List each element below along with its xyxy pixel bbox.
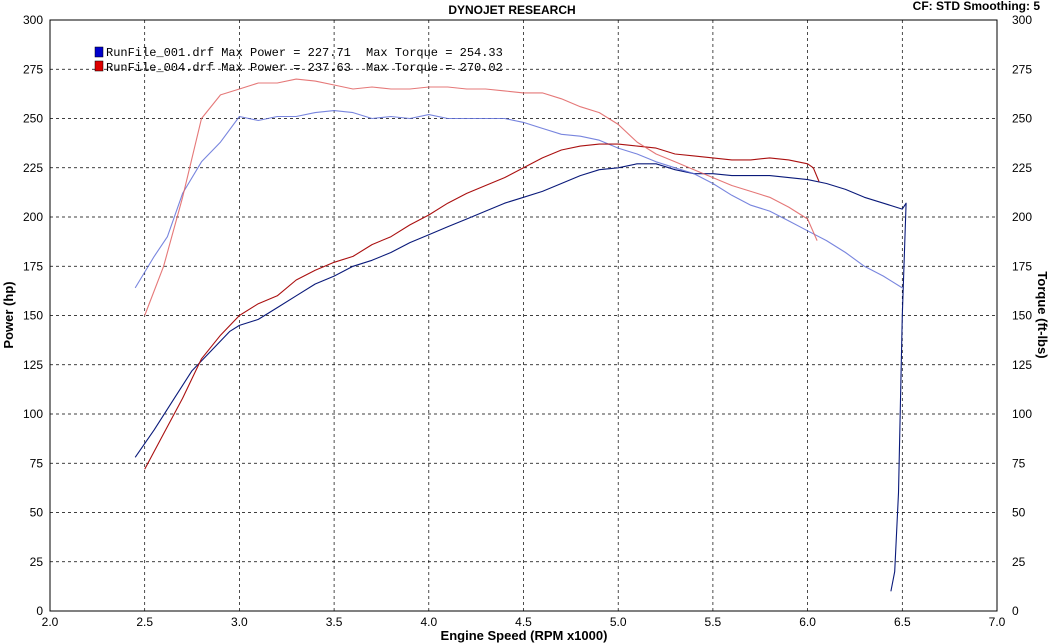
grid-lines xyxy=(50,20,997,611)
y-tick-label-right: 100 xyxy=(1012,407,1032,421)
y-tick-label-left: 125 xyxy=(23,358,43,372)
series-line-runfile-004-drf-power xyxy=(144,143,820,470)
y-tick-label-right: 125 xyxy=(1012,358,1032,372)
series-line-runfile-004-drf-torque xyxy=(144,78,818,316)
legend: RunFile_001.drf Max Power = 227.71 Max T… xyxy=(94,46,503,75)
x-tick-label: 4.5 xyxy=(515,615,532,629)
y-tick-label-right: 175 xyxy=(1012,259,1032,273)
y-tick-label-right: 0 xyxy=(1012,604,1019,618)
legend-item-2: RunFile_004.drf Max Power = 237.63 Max T… xyxy=(94,60,503,75)
y-tick-label-right: 50 xyxy=(1012,506,1026,520)
x-tick-label: 3.0 xyxy=(231,615,248,629)
series-line-runfile-001-drf-torque xyxy=(134,110,903,289)
x-tick-label: 4.0 xyxy=(420,615,437,629)
y-tick-labels-left: 0 25 50 75 100 125 150 175 200 225 250 275 300 xyxy=(23,13,43,618)
x-tick-label: 7.0 xyxy=(989,615,1006,629)
x-tick-label: 5.5 xyxy=(705,615,722,629)
y-tick-label-left: 250 xyxy=(23,112,43,126)
y-tick-label-left: 150 xyxy=(23,309,43,323)
y-tick-label-right: 300 xyxy=(1012,13,1032,27)
y-tick-labels-right: 0 25 50 75 100 125 150 175 200 225 250 275 300 xyxy=(1012,13,1032,618)
x-tick-label: 5.0 xyxy=(610,615,627,629)
legend-swatch-2 xyxy=(94,60,104,72)
x-tick-label: 3.5 xyxy=(326,615,343,629)
y-tick-label-left: 0 xyxy=(36,604,43,618)
y-tick-label-right: 250 xyxy=(1012,112,1032,126)
y-tick-label-left: 175 xyxy=(23,259,43,273)
legend-torque-text-1: Max Torque = 254.33 xyxy=(366,46,503,60)
legend-swatch-1 xyxy=(94,46,104,58)
legend-item-1: RunFile_001.drf Max Power = 227.71 Max T… xyxy=(94,46,503,60)
y-tick-label-left: 225 xyxy=(23,161,43,175)
legend-torque-text-2: Max Torque = 270.02 xyxy=(366,61,503,75)
y-tick-label-left: 75 xyxy=(30,456,44,470)
y-tick-label-left: 100 xyxy=(23,407,43,421)
x-tick-label: 6.0 xyxy=(799,615,816,629)
y-tick-label-left: 50 xyxy=(30,506,44,520)
x-tick-label: 2.5 xyxy=(136,615,153,629)
y-tick-label-right: 275 xyxy=(1012,62,1032,76)
x-tick-label: 2.0 xyxy=(42,615,59,629)
x-axis-label: Engine Speed (RPM x1000) xyxy=(441,628,608,643)
legend-power-text-1: RunFile_001.drf Max Power = 227.71 xyxy=(106,46,351,60)
corner-info: CF: STD Smoothing: 5 xyxy=(913,0,1041,13)
y-tick-label-right: 75 xyxy=(1012,456,1026,470)
y-axis-label-left: Power (hp) xyxy=(1,281,16,348)
series-line-runfile-001-drf-power xyxy=(134,163,907,592)
y-tick-label-left: 25 xyxy=(30,555,44,569)
x-tick-label: 6.5 xyxy=(894,615,911,629)
y-tick-label-right: 150 xyxy=(1012,309,1032,323)
x-tick-labels: 2.0 2.5 3.0 3.5 4.0 4.5 5.0 5.5 6.0 6.5 7.0 xyxy=(42,615,1006,629)
y-tick-label-left: 200 xyxy=(23,210,43,224)
y-tick-label-left: 300 xyxy=(23,13,43,27)
y-tick-label-right: 200 xyxy=(1012,210,1032,224)
y-tick-label-right: 225 xyxy=(1012,161,1032,175)
y-axis-label-right: Torque (ft-lbs) xyxy=(1035,271,1050,358)
y-tick-label-left: 275 xyxy=(23,62,43,76)
y-tick-label-right: 25 xyxy=(1012,555,1026,569)
chart-title: DYNOJET RESEARCH xyxy=(448,3,575,17)
series-lines xyxy=(134,78,907,592)
legend-power-text-2: RunFile_004.drf Max Power = 237.63 xyxy=(106,61,351,75)
